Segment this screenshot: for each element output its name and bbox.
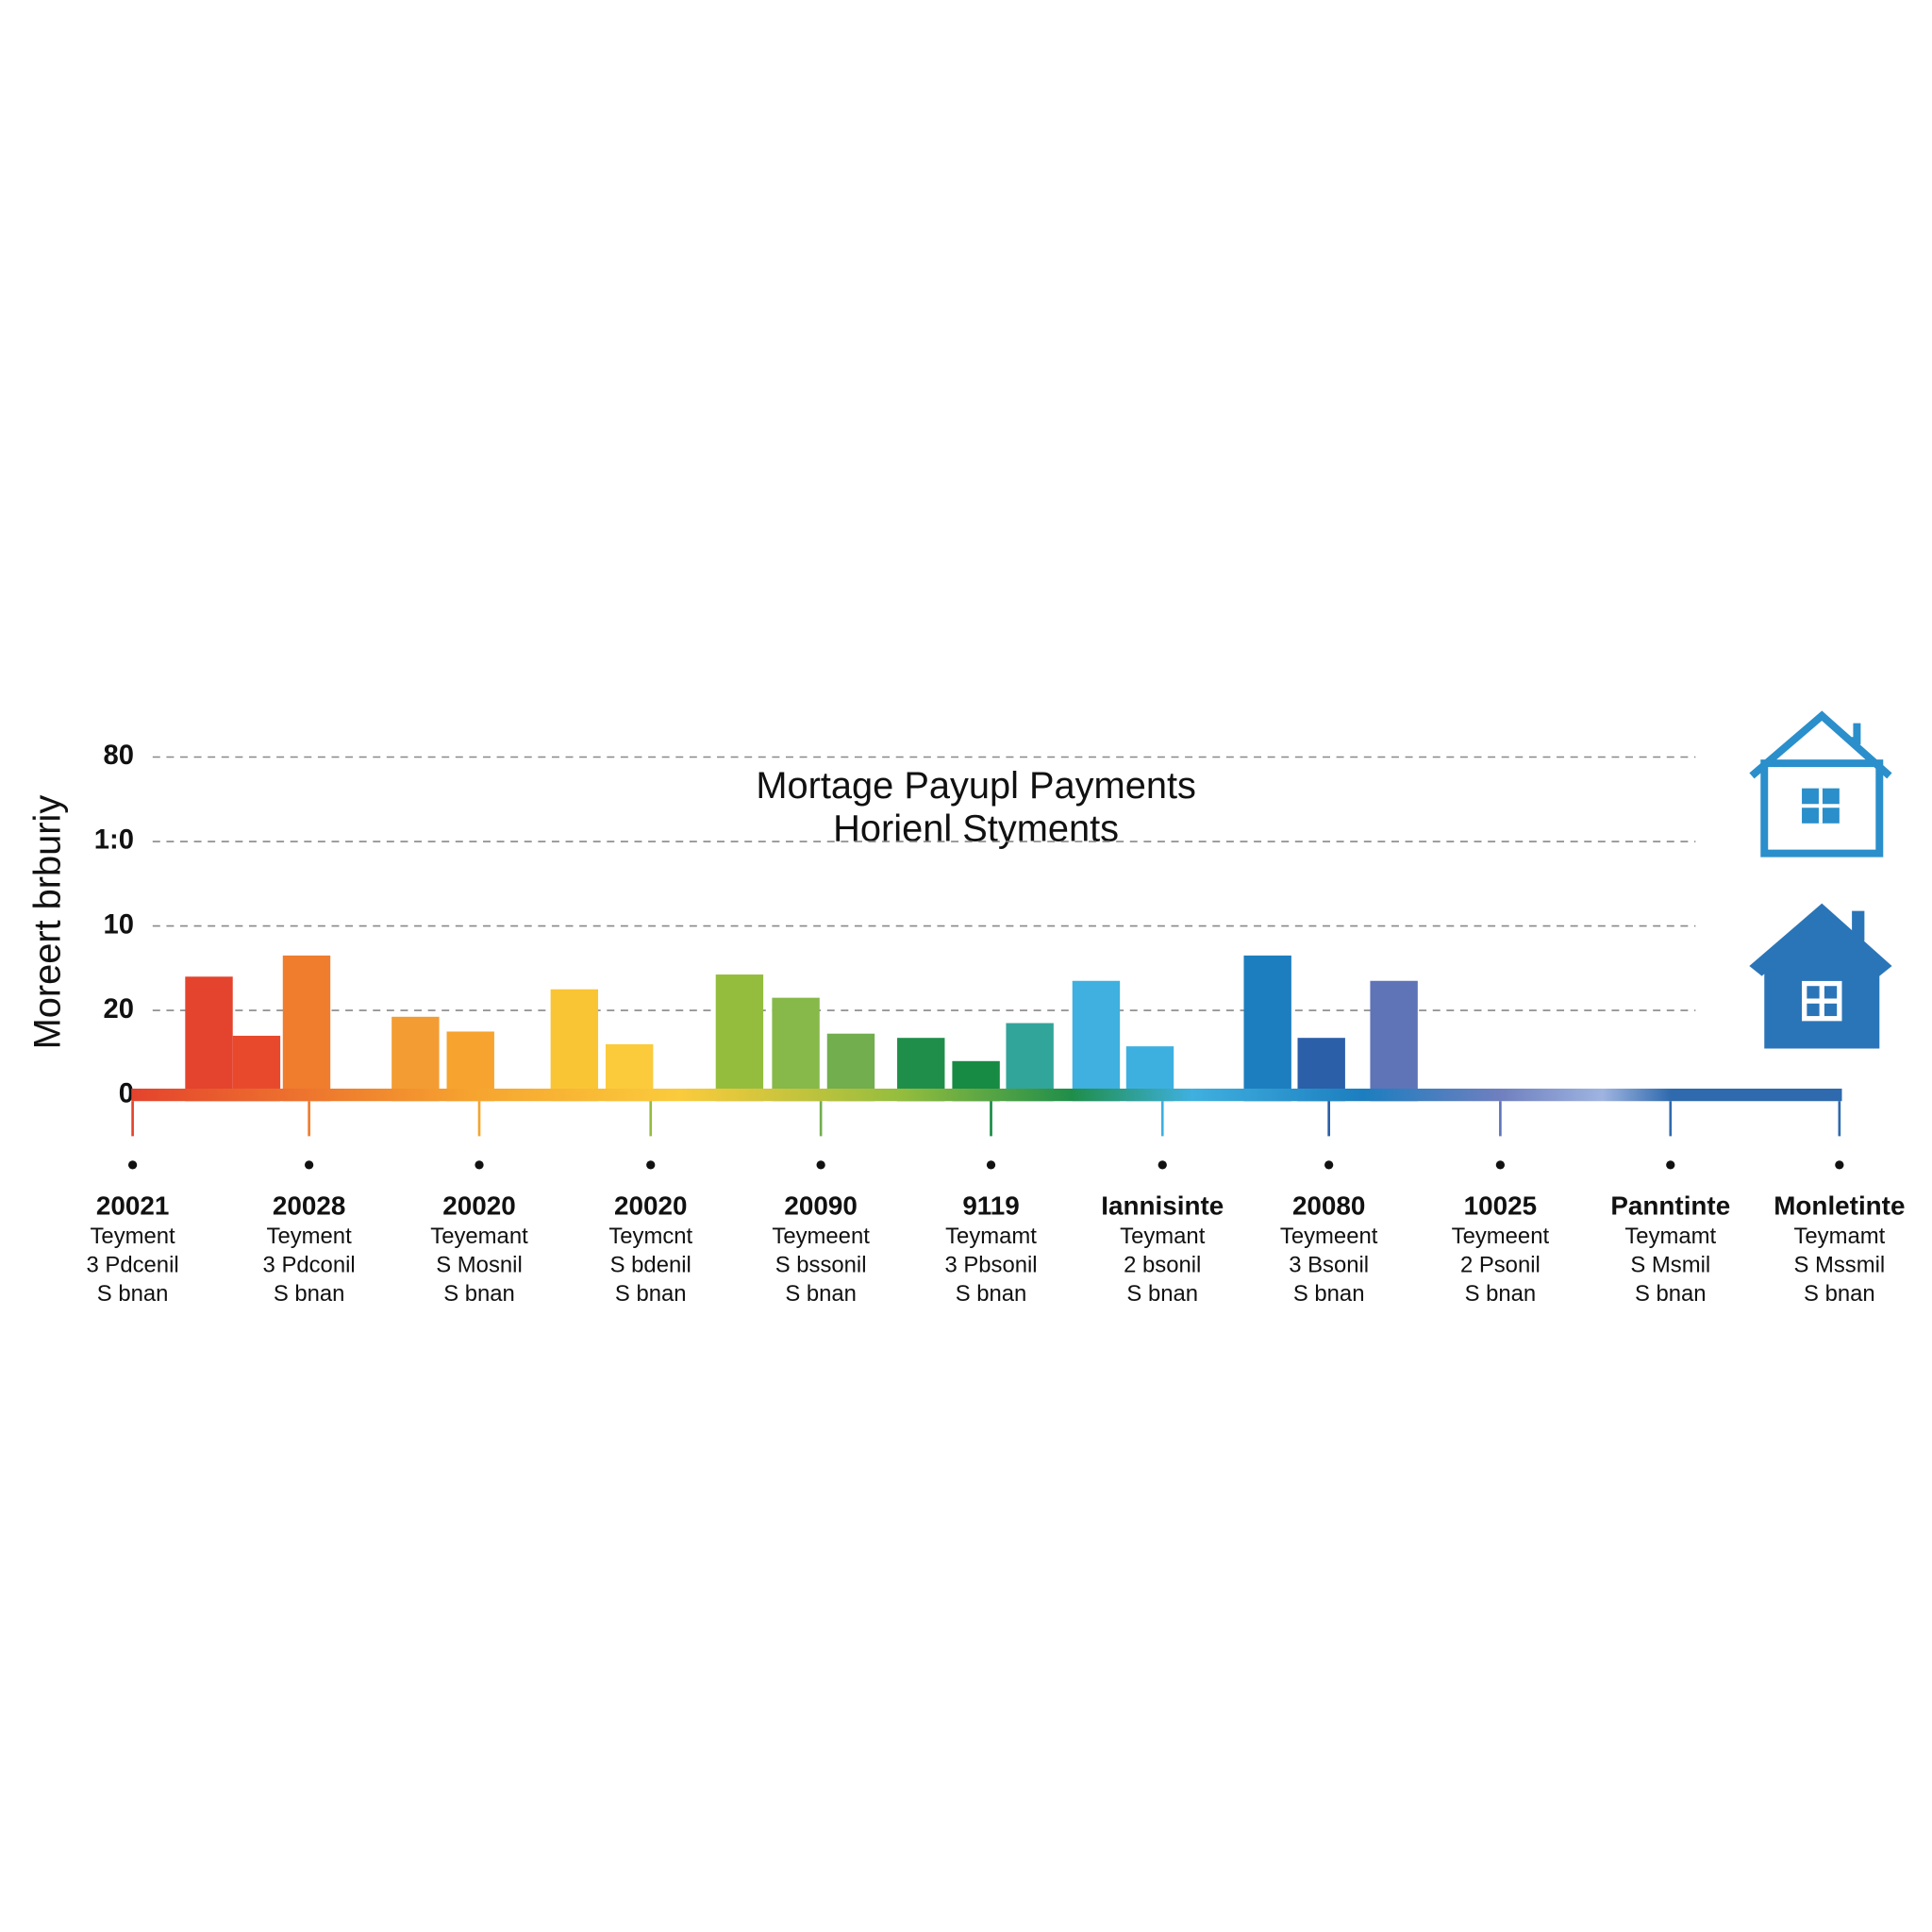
x-tick-dot: [986, 1160, 996, 1170]
x-tick-sublabel: 2 Psonil: [1460, 1253, 1541, 1278]
x-tick-sublabel: S bnan: [1635, 1281, 1707, 1307]
x-tick-sublabel: S Mosnil: [436, 1253, 523, 1278]
house-icon: [1749, 710, 1892, 858]
x-tick-sublabel: Teymamt: [945, 1224, 1037, 1249]
bar: [1006, 1023, 1054, 1102]
y-tick-label: 1:0: [94, 825, 134, 856]
x-tick-dot: [646, 1160, 656, 1170]
x-tick-sublabel: Teymcnt: [608, 1224, 692, 1249]
y-tick-label: 80: [103, 741, 133, 771]
x-tick-sublabel: S bnan: [1465, 1281, 1537, 1307]
x-tick-dot: [1158, 1160, 1167, 1170]
y-axis-label: Moreert brburiy: [27, 795, 69, 1050]
bar: [282, 955, 331, 1102]
bar: [1370, 980, 1418, 1102]
x-tick-label: 20020: [614, 1191, 687, 1220]
x-tick-sublabel: 2 bsonil: [1124, 1253, 1201, 1278]
x-tick-dot: [1835, 1160, 1844, 1170]
x-tick-sublabel: S bnan: [956, 1281, 1027, 1307]
x-tick-label: 20028: [273, 1191, 345, 1220]
x-tick-label: 20080: [1292, 1191, 1365, 1220]
x-tick-sublabel: Teymeent: [772, 1224, 870, 1249]
x-tick-sublabel: S bnan: [1293, 1281, 1365, 1307]
bar: [1072, 980, 1121, 1102]
x-tick-label: 20090: [784, 1191, 857, 1220]
x-tick-dot: [304, 1160, 314, 1170]
x-tick-sublabel: 3 Pdcenil: [87, 1253, 179, 1278]
bar: [185, 976, 233, 1102]
x-tick-dot: [127, 1160, 138, 1170]
y-tick-label: 20: [103, 994, 133, 1024]
x-tick-sublabel: S bnan: [97, 1281, 169, 1307]
x-tick-label: 9119: [962, 1191, 1019, 1220]
y-tick-label: 0: [119, 1078, 134, 1108]
x-tick-sublabel: 3 Pbsonil: [944, 1253, 1037, 1278]
x-tick-sublabel: S bnan: [785, 1281, 857, 1307]
x-tick-sublabel: S bnan: [274, 1281, 345, 1307]
bar: [391, 1016, 440, 1102]
x-tick-sublabel: S Msmil: [1630, 1253, 1710, 1278]
chart-subtitle: Horienl Styments: [833, 808, 1119, 849]
bar: [715, 974, 764, 1102]
x-tick-sublabel: Teyment: [91, 1224, 176, 1249]
x-tick-sublabel: S bnan: [1126, 1281, 1198, 1307]
x-tick-label: 20021: [96, 1191, 169, 1220]
x-tick-label: 20020: [442, 1191, 515, 1220]
x-tick-sublabel: Teyment: [267, 1224, 353, 1249]
x-tick-sublabel: 3 Pdconil: [263, 1253, 356, 1278]
x-tick-sublabel: 3 Bsonil: [1289, 1253, 1369, 1278]
x-tick-dot: [475, 1160, 484, 1170]
bar: [772, 997, 820, 1102]
x-tick-sublabel: S bnan: [443, 1281, 515, 1307]
x-tick-dot: [816, 1160, 825, 1170]
x-tick-label: Monletinte: [1774, 1191, 1905, 1220]
x-tick-label: 10025: [1464, 1191, 1537, 1220]
x-tick-dot: [1495, 1160, 1506, 1170]
y-tick-label: 10: [103, 909, 133, 940]
x-tick-sublabel: S bssonil: [775, 1253, 867, 1278]
baseline-strip: [131, 1088, 1842, 1102]
x-tick-sublabel: S bdenil: [610, 1253, 691, 1278]
x-tick-sublabel: Teymamt: [1793, 1224, 1885, 1249]
chart-title: Mortage Payupl Payments: [756, 765, 1196, 807]
house-icon-filled: [1749, 903, 1892, 1049]
x-tick-sublabel: Teymamt: [1624, 1224, 1716, 1249]
x-tick-label: Panntinte: [1610, 1191, 1730, 1220]
bar: [550, 989, 599, 1102]
x-tick-sublabel: S bnan: [1804, 1281, 1875, 1307]
x-tick-dot: [1324, 1160, 1334, 1170]
x-tick-sublabel: Teyemant: [430, 1224, 528, 1249]
x-tick-sublabel: S Mssmil: [1793, 1253, 1885, 1278]
x-tick-sublabel: S bnan: [615, 1281, 687, 1307]
bar: [1243, 955, 1291, 1102]
x-tick-sublabel: Teymeent: [1452, 1224, 1550, 1249]
x-tick-label: Iannisinte: [1101, 1191, 1224, 1220]
x-tick-sublabel: Teymeent: [1280, 1224, 1378, 1249]
x-tick-sublabel: Teymant: [1120, 1224, 1206, 1249]
x-tick-dot: [1666, 1160, 1675, 1170]
